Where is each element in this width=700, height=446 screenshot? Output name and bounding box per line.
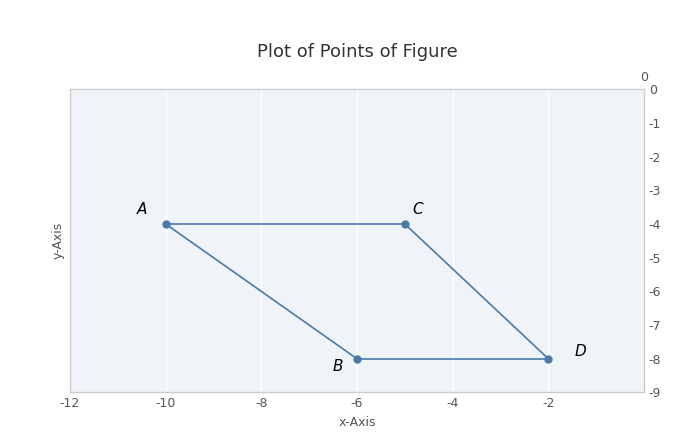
Text: B: B <box>333 359 344 374</box>
Title: Plot of Points of Figure: Plot of Points of Figure <box>257 43 457 62</box>
Text: D: D <box>575 344 587 359</box>
Text: C: C <box>412 202 423 217</box>
X-axis label: x-Axis: x-Axis <box>338 416 376 429</box>
Y-axis label: y-Axis: y-Axis <box>51 222 64 260</box>
Text: A: A <box>137 202 147 217</box>
